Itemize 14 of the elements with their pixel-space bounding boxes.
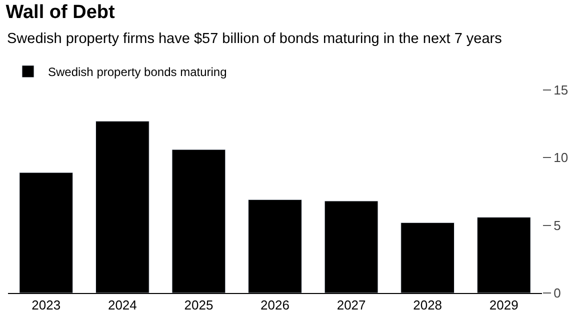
x-tick-label: 2029 (489, 298, 518, 313)
x-tick-label: 2026 (260, 298, 290, 313)
chart-title: Wall of Debt (6, 2, 116, 24)
y-tick-label: 15 (554, 82, 568, 98)
x-tick-label: 2023 (32, 298, 61, 313)
y-tick-label: 5 (554, 218, 561, 233)
legend-label: Swedish property bonds maturing (48, 65, 227, 80)
x-tick-label: 2027 (336, 298, 366, 313)
x-tick-label: 2025 (184, 298, 214, 313)
x-tick-label: 2024 (108, 298, 137, 313)
y-tick-label: 10 (554, 150, 568, 166)
y-tick-label: 0 (554, 286, 561, 301)
chart-subtitle: Swedish property firms have $57 billion of bonds maturing in the next 7 years (7, 31, 502, 47)
x-tick-label: 2028 (413, 298, 442, 313)
